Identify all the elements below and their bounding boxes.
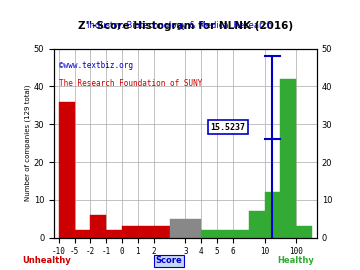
Text: Unhealthy: Unhealthy [22,256,71,265]
Bar [280,79,296,238]
Text: 15.5237: 15.5237 [211,123,246,132]
Bar [106,230,122,238]
Title: Z''-Score Histogram for NLNK (2016): Z''-Score Histogram for NLNK (2016) [78,21,293,31]
Text: Healthy: Healthy [277,256,314,265]
Bar [217,230,233,238]
Text: Industry: Biotechnology & Medical Research: Industry: Biotechnology & Medical Resear… [87,21,273,30]
Bar [122,226,138,238]
Text: The Research Foundation of SUNY: The Research Foundation of SUNY [59,79,203,88]
Bar [75,230,90,238]
Bar [201,230,217,238]
Bar [185,219,201,238]
Bar [265,192,280,238]
Bar [296,226,312,238]
Text: ©www.textbiz.org: ©www.textbiz.org [59,60,133,69]
Bar [90,215,106,238]
Y-axis label: Number of companies (129 total): Number of companies (129 total) [24,85,31,201]
Bar [170,219,185,238]
Bar [138,226,154,238]
Bar [59,102,75,238]
Bar [154,226,170,238]
Text: Score: Score [156,256,183,265]
Bar [249,211,265,238]
Bar [233,230,249,238]
